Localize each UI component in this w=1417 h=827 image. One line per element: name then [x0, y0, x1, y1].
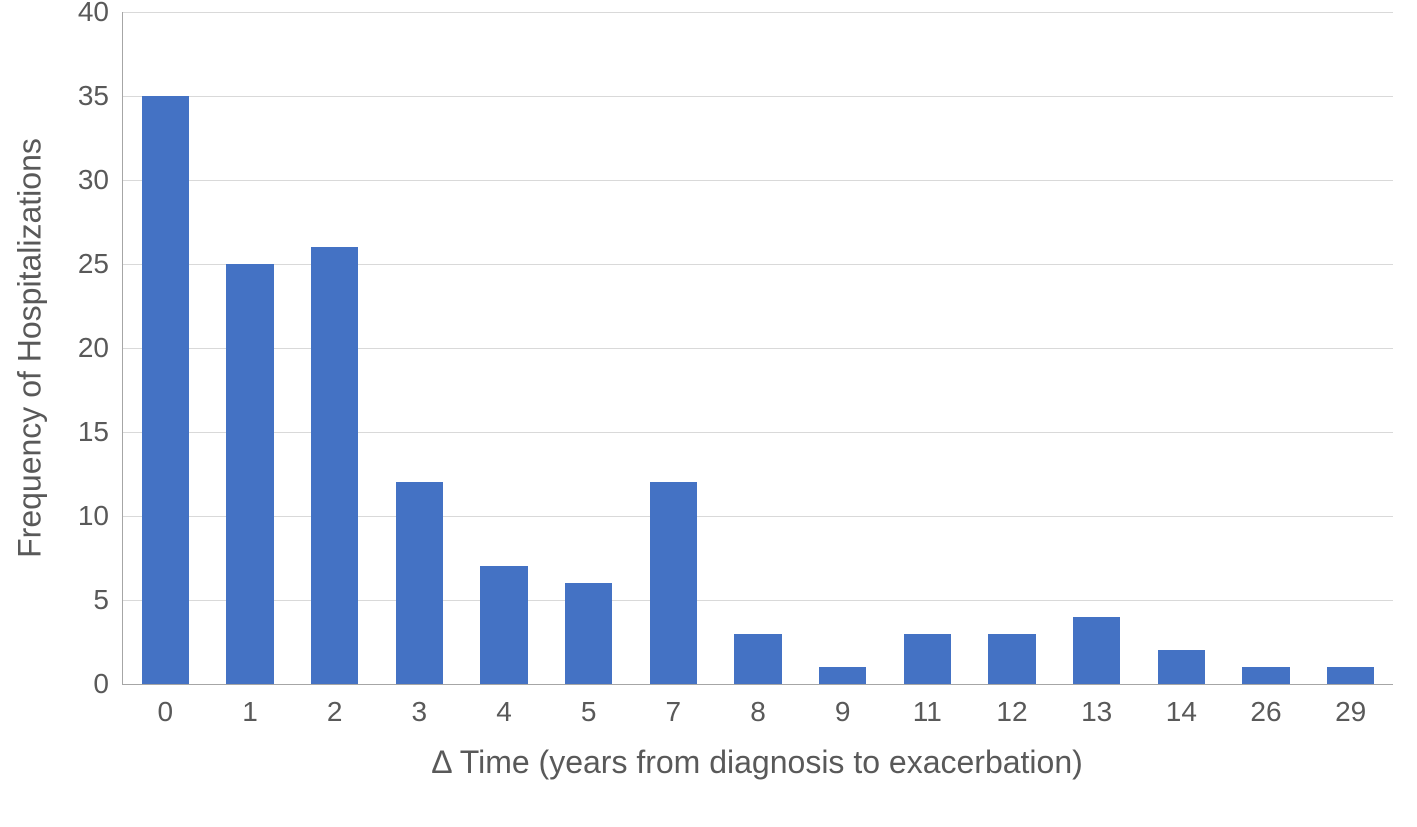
x-tick-label: 26 — [1250, 684, 1281, 728]
y-tick-label: 30 — [78, 164, 123, 196]
x-tick-label: 9 — [835, 684, 851, 728]
x-tick-label: 8 — [750, 684, 766, 728]
bar — [226, 264, 273, 684]
bar — [734, 634, 781, 684]
bar — [1158, 650, 1205, 684]
y-tick-label: 10 — [78, 500, 123, 532]
y-tick-label: 25 — [78, 248, 123, 280]
bar — [904, 634, 951, 684]
bar — [988, 634, 1035, 684]
x-tick-label: 2 — [327, 684, 343, 728]
bar — [650, 482, 697, 684]
y-tick-label: 20 — [78, 332, 123, 364]
x-tick-label: 7 — [666, 684, 682, 728]
y-tick-label: 0 — [93, 668, 123, 700]
bar — [396, 482, 443, 684]
plot-area: 0510152025303540012345789111213142629 — [122, 12, 1393, 685]
x-tick-label: 29 — [1335, 684, 1366, 728]
x-tick-label: 14 — [1166, 684, 1197, 728]
x-tick-label: 0 — [158, 684, 174, 728]
bar — [1242, 667, 1289, 684]
y-tick-label: 15 — [78, 416, 123, 448]
y-tick-label: 5 — [93, 584, 123, 616]
hospitalizations-chart: 0510152025303540012345789111213142629 Fr… — [0, 0, 1417, 827]
y-tick-label: 40 — [78, 0, 123, 28]
gridline — [123, 180, 1393, 181]
bar — [819, 667, 866, 684]
bar — [565, 583, 612, 684]
x-tick-label: 5 — [581, 684, 597, 728]
x-tick-label: 12 — [996, 684, 1027, 728]
gridline — [123, 96, 1393, 97]
x-tick-label: 11 — [913, 684, 942, 728]
gridline — [123, 12, 1393, 13]
x-axis-title: Δ Time (years from diagnosis to exacerba… — [431, 744, 1083, 781]
x-tick-label: 1 — [242, 684, 258, 728]
bar — [1073, 617, 1120, 684]
bar — [480, 566, 527, 684]
x-tick-label: 3 — [412, 684, 428, 728]
x-tick-label: 4 — [496, 684, 512, 728]
y-tick-label: 35 — [78, 80, 123, 112]
y-axis-title: Frequency of Hospitalizations — [12, 138, 49, 558]
bar — [311, 247, 358, 684]
bar — [142, 96, 189, 684]
x-tick-label: 13 — [1081, 684, 1112, 728]
bar — [1327, 667, 1374, 684]
